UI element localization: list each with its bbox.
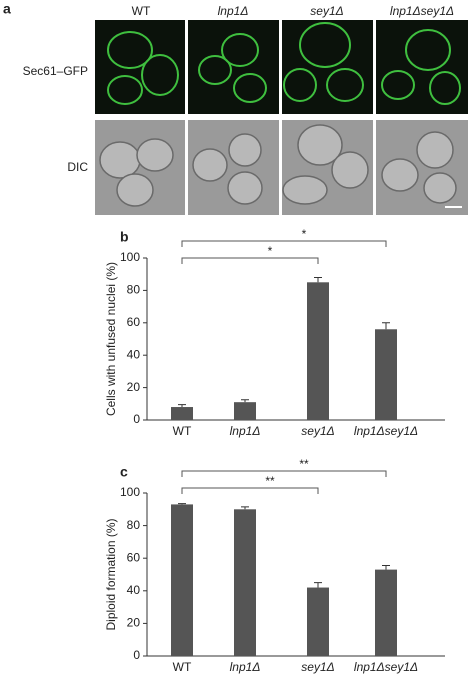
y-axis-label: Diploid formation (%): [104, 518, 118, 630]
y-axis-label: Cells with unfused nuclei (%): [104, 262, 118, 416]
y-tick-label: 100: [120, 485, 140, 499]
y-tick-label: 0: [133, 648, 140, 662]
x-tick-label: lnp1Δsey1Δ: [354, 660, 418, 674]
x-tick-label: WT: [173, 660, 192, 674]
column-label: WT: [132, 4, 151, 18]
significance-bracket: [181, 470, 387, 477]
significance-label: *: [268, 244, 273, 258]
bar: [234, 402, 256, 420]
bar: [307, 282, 329, 420]
error-bar: [241, 506, 249, 510]
micrographs: [95, 20, 468, 215]
y-tick-label: 60: [127, 550, 141, 564]
column-label: lnp1Δsey1Δ: [390, 4, 454, 18]
y-tick-label: 80: [127, 283, 141, 297]
x-tick-label: WT: [173, 424, 192, 438]
bar: [234, 509, 256, 656]
bar: [375, 569, 397, 656]
y-tick-label: 0: [133, 412, 140, 426]
bar: [307, 587, 329, 656]
error-bar: [178, 503, 186, 505]
y-tick-label: 40: [127, 347, 141, 361]
significance-bracket: [181, 257, 319, 264]
column-label: lnp1Δ: [218, 4, 249, 18]
y-tick-label: 20: [127, 380, 141, 394]
row-label: DIC: [67, 160, 88, 174]
error-bar: [382, 322, 390, 330]
column-label: sey1Δ: [310, 4, 343, 18]
x-tick-label: sey1Δ: [301, 424, 334, 438]
error-bar: [241, 399, 249, 403]
significance-label: **: [299, 457, 309, 471]
significance-bracket: [181, 487, 319, 494]
panel-label: a: [3, 1, 11, 17]
error-bar: [314, 276, 322, 283]
row-label: Sec61–GFP: [23, 64, 88, 78]
error-bar: [382, 565, 390, 570]
panel-label: c: [120, 464, 128, 480]
y-tick-label: 20: [127, 616, 141, 630]
bar: [375, 329, 397, 420]
x-tick-label: lnp1Δsey1Δ: [354, 424, 418, 438]
significance-label: *: [302, 227, 307, 241]
y-tick-label: 40: [127, 583, 141, 597]
error-bar: [314, 582, 322, 588]
x-tick-label: sey1Δ: [301, 660, 334, 674]
bar: [171, 407, 193, 420]
bar: [171, 504, 193, 656]
significance-label: **: [265, 474, 275, 488]
panel-label: b: [120, 229, 129, 245]
x-tick-label: lnp1Δ: [230, 424, 261, 438]
y-tick-label: 60: [127, 315, 141, 329]
x-tick-label: lnp1Δ: [230, 660, 261, 674]
error-bar: [178, 404, 186, 408]
significance-bracket: [181, 240, 387, 247]
y-tick-label: 80: [127, 518, 141, 532]
y-tick-label: 100: [120, 250, 140, 264]
